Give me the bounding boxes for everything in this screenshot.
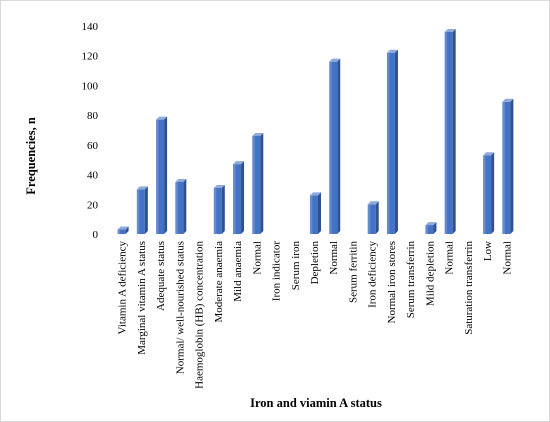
x-tick-label: Normal/ well-nourished status bbox=[174, 241, 186, 374]
y-tick-label: 40 bbox=[87, 170, 99, 182]
x-tick-label: Serum iron bbox=[290, 241, 302, 291]
bar bbox=[175, 179, 187, 234]
x-tick-label: Serum ferritin bbox=[347, 241, 359, 304]
bar bbox=[213, 184, 225, 234]
bar bbox=[136, 186, 148, 234]
x-axis-title: Iron and viamin A status bbox=[250, 396, 382, 410]
bar bbox=[502, 98, 514, 235]
x-tick-label: Iron indicator bbox=[271, 241, 283, 302]
bar bbox=[329, 58, 341, 235]
x-tick-label: Normal bbox=[251, 241, 263, 275]
y-tick-label: 120 bbox=[82, 51, 99, 63]
x-tick-label: Mild anaemia bbox=[232, 241, 244, 302]
bar bbox=[252, 132, 264, 234]
x-tick-label: Normal bbox=[328, 241, 340, 275]
x-tick-label: Mild depletion bbox=[424, 241, 436, 307]
bar bbox=[310, 192, 321, 234]
y-tick-label: 80 bbox=[87, 110, 99, 122]
bar bbox=[483, 152, 495, 234]
x-tick-label: Low bbox=[482, 241, 494, 261]
x-tick-label: Saturation transferrin bbox=[463, 241, 475, 335]
y-tick-label: 0 bbox=[93, 229, 99, 241]
y-tick-label: 100 bbox=[82, 80, 99, 92]
y-tick-label: 60 bbox=[87, 140, 99, 152]
bar bbox=[233, 161, 245, 234]
bar bbox=[156, 116, 168, 234]
bar bbox=[444, 28, 456, 235]
bar bbox=[386, 49, 398, 234]
x-tick-label: Adequate status bbox=[155, 241, 167, 311]
x-tick-label: Normal bbox=[501, 241, 513, 275]
y-tick-label: 140 bbox=[82, 21, 99, 33]
x-tick-label: Vitamin A deficiency bbox=[117, 241, 129, 335]
bars bbox=[117, 28, 514, 235]
y-tick-label: 20 bbox=[87, 199, 99, 211]
x-tick-label: Marginal vitamin A status bbox=[136, 241, 148, 355]
x-tick-label: Normal iron stores bbox=[386, 241, 398, 323]
x-tick-label: Depletion bbox=[309, 241, 321, 285]
x-tick-label: Normal bbox=[444, 241, 456, 275]
bar bbox=[117, 226, 129, 234]
x-tick-label: Serum transferrin bbox=[405, 241, 417, 319]
y-axis-title: Frequencies, n bbox=[24, 117, 38, 195]
y-axis: 0 20 40 60 80 100 120 140 bbox=[82, 21, 99, 241]
bar bbox=[367, 201, 379, 234]
bar bbox=[425, 222, 437, 234]
x-tick-label: Moderate anaemia bbox=[213, 241, 225, 323]
x-tick-label: Iron deficiency bbox=[367, 241, 379, 308]
x-axis: Vitamin A deficiency Marginal vitamin A s… bbox=[117, 241, 514, 389]
x-tick-label: Haemoglobin (HB) concentration bbox=[194, 241, 206, 389]
